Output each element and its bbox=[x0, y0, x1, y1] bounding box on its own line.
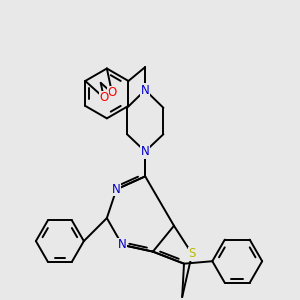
Text: O: O bbox=[99, 91, 108, 104]
Text: N: N bbox=[141, 84, 150, 97]
Text: N: N bbox=[118, 238, 127, 251]
Text: N: N bbox=[141, 145, 150, 158]
Text: S: S bbox=[188, 247, 196, 260]
Text: N: N bbox=[112, 183, 121, 196]
Text: O: O bbox=[107, 86, 117, 99]
